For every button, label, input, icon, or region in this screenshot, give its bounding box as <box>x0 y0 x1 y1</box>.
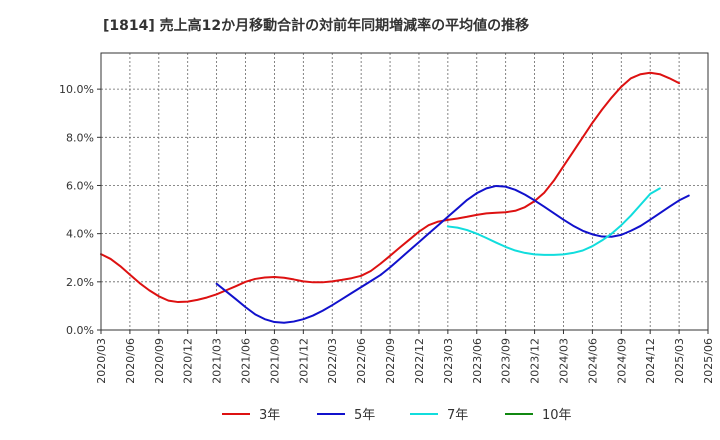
legend-label: 5年 <box>354 408 375 423</box>
x-tick-label: 2021/12 <box>297 338 310 384</box>
legend-label: 3年 <box>259 408 280 423</box>
x-tick-label: 2022/03 <box>326 338 339 384</box>
x-tick-label: 2024/12 <box>644 338 657 384</box>
y-axis-ticks: 0.0% 2.0% 4.0% 6.0% 8.0% 10.0% <box>59 83 101 337</box>
x-tick-label: 2023/06 <box>471 338 484 384</box>
y-tick-label: 0.0% <box>66 324 94 337</box>
x-tick-label: 2022/09 <box>384 338 397 384</box>
x-tick-label: 2022/12 <box>413 338 426 384</box>
x-tick-label: 2021/09 <box>268 338 281 384</box>
x-axis-ticks: 2020/03 2020/06 2020/09 2020/12 2021/03 2021/… <box>95 330 715 384</box>
legend: 3年 5年 7年 10年 <box>222 408 572 423</box>
series-line-3年 <box>100 71 681 304</box>
chart-title: [1814] 売上高12か月移動合計の対前年同期増減率の平均値の推移 <box>103 17 529 34</box>
series-lines <box>100 71 690 324</box>
legend-label: 7年 <box>447 408 468 423</box>
legend-label: 10年 <box>542 408 572 423</box>
series-line-7年 <box>446 187 661 256</box>
series-line-5年 <box>215 184 690 324</box>
y-tick-label: 2.0% <box>66 276 94 289</box>
x-tick-label: 2023/12 <box>529 338 542 384</box>
x-tick-label: 2021/03 <box>211 338 224 384</box>
x-tick-label: 2024/03 <box>557 338 570 384</box>
x-tick-label: 2023/03 <box>442 338 455 384</box>
y-tick-label: 10.0% <box>59 83 94 96</box>
plot-frame <box>100 52 709 331</box>
x-tick-label: 2025/06 <box>702 338 715 384</box>
x-tick-label: 2023/09 <box>500 338 513 384</box>
y-tick-label: 4.0% <box>66 228 94 241</box>
x-tick-label: 2020/03 <box>95 338 108 384</box>
x-tick-label: 2025/03 <box>673 338 686 384</box>
x-tick-label: 2020/06 <box>124 338 137 384</box>
x-tick-label: 2022/06 <box>355 338 368 384</box>
grid <box>101 53 708 330</box>
y-tick-label: 8.0% <box>66 131 94 144</box>
x-tick-label: 2024/09 <box>615 338 628 384</box>
x-tick-label: 2020/09 <box>153 338 166 384</box>
y-tick-label: 6.0% <box>66 179 94 192</box>
x-tick-label: 2024/06 <box>586 338 599 384</box>
x-tick-label: 2021/06 <box>240 338 253 384</box>
x-tick-label: 2020/12 <box>182 338 195 384</box>
